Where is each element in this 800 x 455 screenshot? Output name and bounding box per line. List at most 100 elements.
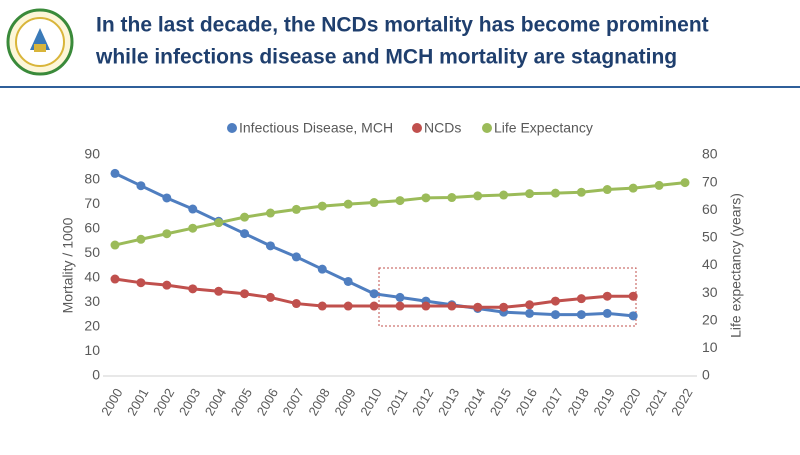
data-point bbox=[499, 302, 509, 312]
y2-tick-label: 40 bbox=[702, 256, 718, 272]
legend-label: Life Expectancy bbox=[494, 120, 593, 136]
data-point bbox=[110, 274, 120, 284]
data-point bbox=[162, 193, 172, 203]
data-point bbox=[343, 276, 353, 286]
data-point bbox=[576, 310, 586, 320]
data-point bbox=[369, 301, 379, 311]
x-tick-label: 2011 bbox=[384, 386, 411, 418]
data-point bbox=[343, 199, 353, 209]
data-point bbox=[369, 198, 379, 208]
data-point bbox=[136, 278, 146, 288]
data-point bbox=[240, 212, 250, 222]
data-point bbox=[317, 201, 327, 211]
y2-tick-label: 10 bbox=[702, 339, 718, 355]
data-point bbox=[110, 168, 120, 178]
x-tick-label: 2012 bbox=[409, 386, 436, 419]
x-tick-label: 2004 bbox=[202, 386, 229, 419]
legend-marker bbox=[227, 123, 237, 133]
data-point bbox=[214, 286, 224, 296]
y-tick-label: 40 bbox=[84, 268, 100, 284]
data-point bbox=[291, 252, 301, 262]
legend-marker bbox=[412, 123, 422, 133]
x-tick-label: 2019 bbox=[590, 386, 617, 419]
y2-tick-label: 60 bbox=[702, 201, 718, 217]
data-point bbox=[473, 191, 483, 201]
y2-axis-label: Life expectancy (years) bbox=[728, 193, 744, 338]
data-point bbox=[395, 301, 405, 311]
x-tick-label: 2001 bbox=[124, 386, 151, 419]
data-point bbox=[265, 241, 275, 251]
data-point bbox=[395, 196, 405, 206]
x-tick-label: 2020 bbox=[616, 386, 643, 419]
data-point bbox=[317, 264, 327, 274]
x-tick-label: 2006 bbox=[254, 386, 281, 419]
x-tick-label: 2000 bbox=[98, 386, 125, 419]
data-point bbox=[395, 292, 405, 302]
y-tick-label: 70 bbox=[84, 195, 100, 211]
y2-tick-label: 50 bbox=[702, 229, 718, 245]
data-point bbox=[188, 223, 198, 233]
data-point bbox=[447, 193, 457, 203]
data-point bbox=[110, 240, 120, 250]
x-tick-label: 2005 bbox=[228, 386, 255, 419]
x-tick-label: 2013 bbox=[435, 386, 462, 419]
y2-tick-label: 70 bbox=[702, 173, 718, 189]
data-point bbox=[421, 193, 431, 203]
y-tick-label: 80 bbox=[84, 170, 100, 186]
y-tick-label: 30 bbox=[84, 293, 100, 309]
data-point bbox=[188, 204, 198, 214]
x-tick-label: 2017 bbox=[539, 386, 566, 419]
y-axis-label: Mortality / 1000 bbox=[60, 217, 76, 313]
data-point bbox=[680, 178, 690, 188]
legend-label: NCDs bbox=[424, 120, 461, 136]
x-tick-label: 2021 bbox=[642, 386, 669, 419]
data-point bbox=[550, 310, 560, 320]
data-point bbox=[576, 187, 586, 197]
data-point bbox=[291, 299, 301, 309]
data-point bbox=[240, 289, 250, 299]
data-point bbox=[628, 311, 638, 321]
data-point bbox=[550, 188, 560, 198]
data-point bbox=[576, 294, 586, 304]
data-point bbox=[162, 280, 172, 290]
x-tick-label: 2018 bbox=[564, 386, 591, 419]
data-point bbox=[188, 284, 198, 294]
y-tick-label: 0 bbox=[92, 367, 100, 383]
x-tick-label: 2008 bbox=[305, 386, 332, 419]
data-point bbox=[291, 204, 301, 214]
x-tick-label: 2009 bbox=[331, 386, 358, 419]
data-point bbox=[499, 190, 509, 200]
x-tick-label: 2016 bbox=[513, 386, 540, 419]
data-point bbox=[136, 181, 146, 191]
data-point bbox=[447, 301, 457, 311]
data-point bbox=[602, 291, 612, 301]
y2-tick-label: 30 bbox=[702, 284, 718, 300]
data-point bbox=[369, 289, 379, 299]
x-tick-label: 2003 bbox=[176, 386, 203, 419]
data-point bbox=[628, 183, 638, 193]
y2-tick-label: 80 bbox=[702, 146, 718, 162]
y-tick-label: 60 bbox=[84, 219, 100, 235]
x-tick-label: 2007 bbox=[279, 386, 306, 419]
slide-title-line: In the last decade, the NCDs mortality h… bbox=[96, 14, 709, 37]
data-point bbox=[265, 292, 275, 302]
x-tick-label: 2015 bbox=[487, 386, 514, 419]
y-tick-label: 10 bbox=[84, 342, 100, 358]
data-point bbox=[628, 291, 638, 301]
data-point bbox=[136, 234, 146, 244]
data-point bbox=[654, 180, 664, 190]
data-point bbox=[525, 308, 535, 318]
data-point bbox=[525, 300, 535, 310]
data-point bbox=[473, 302, 483, 312]
x-tick-label: 2010 bbox=[357, 386, 384, 419]
x-tick-label: 2022 bbox=[668, 386, 695, 419]
x-tick-label: 2002 bbox=[150, 386, 177, 419]
data-point bbox=[343, 301, 353, 311]
legend-label: Infectious Disease, MCH bbox=[239, 120, 393, 136]
data-point bbox=[421, 301, 431, 311]
data-point bbox=[602, 185, 612, 195]
x-tick-label: 2014 bbox=[461, 386, 488, 419]
y-tick-label: 90 bbox=[84, 146, 100, 162]
slide-title-line: while infections disease and MCH mortali… bbox=[95, 46, 677, 69]
